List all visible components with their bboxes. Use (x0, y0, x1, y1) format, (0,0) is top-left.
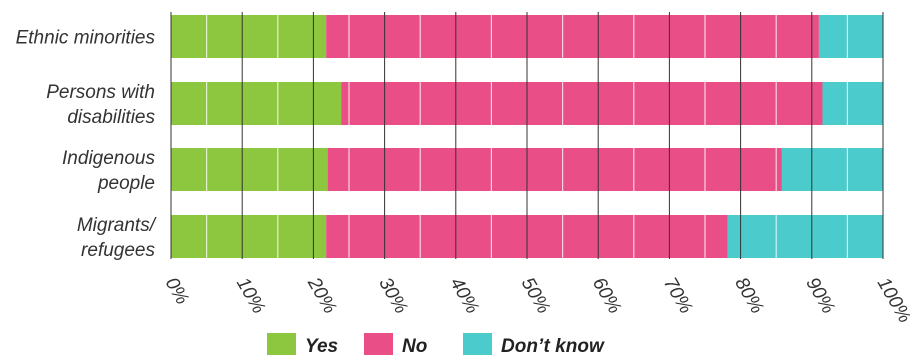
category-label: Persons with (46, 82, 155, 103)
gridlines (170, 12, 884, 259)
legend-swatch-yes (267, 333, 296, 355)
bar-don-t-know-indigenous-people (781, 148, 883, 191)
category-label: Indigenous (62, 148, 155, 169)
x-tick-label: 90% (801, 274, 838, 318)
category-labels: Ethnic minorities Persons with disabilitie… (16, 28, 157, 262)
bar-no-indigenous-people (327, 148, 782, 191)
category-label: Migrants/ (77, 215, 157, 236)
bar-don-t-know-ethnic-minorities (818, 15, 883, 58)
bar-no-persons-with-disabilities (341, 82, 823, 125)
legend-label-don-t-know: Don’t know (501, 336, 605, 355)
legend-label-no: No (402, 336, 427, 355)
category-label: Ethnic minorities (16, 28, 156, 49)
legend-swatch-don-t-know (463, 333, 492, 355)
bar-don-t-know-persons-with-disabilities (822, 82, 883, 125)
x-tick-label: 40% (445, 274, 482, 318)
legend-label-yes: Yes (305, 336, 338, 355)
bars-layer (171, 15, 883, 258)
bar-yes-ethnic-minorities (171, 15, 327, 58)
bar-no-ethnic-minorities (326, 15, 819, 58)
legend: Yes No Don’t know (267, 333, 605, 355)
x-tick-label: 20% (303, 273, 341, 317)
bar-yes-migrants-refugees (171, 215, 327, 258)
bar-yes-indigenous-people (171, 148, 328, 191)
x-tick-label: 60% (588, 274, 625, 318)
bar-don-t-know-migrants-refugees (727, 215, 883, 258)
category-label: people (97, 173, 155, 194)
bar-yes-persons-with-disabilities (171, 82, 342, 125)
x-tick-labels: 0% 10% 20% 30% 40% 50% 60% 70% 80% 90% 100% (161, 273, 910, 327)
category-label: disabilities (67, 107, 155, 128)
x-tick-label: 10% (232, 274, 269, 318)
x-tick-label: 30% (374, 274, 411, 318)
x-tick-label: 80% (730, 274, 767, 318)
x-tick-label: 0% (161, 274, 193, 308)
legend-swatch-no (364, 333, 393, 355)
category-label: refugees (81, 240, 155, 261)
x-tick-label: 100% (873, 274, 910, 327)
x-tick-label: 50% (517, 274, 554, 318)
x-tick-label: 70% (659, 274, 696, 318)
